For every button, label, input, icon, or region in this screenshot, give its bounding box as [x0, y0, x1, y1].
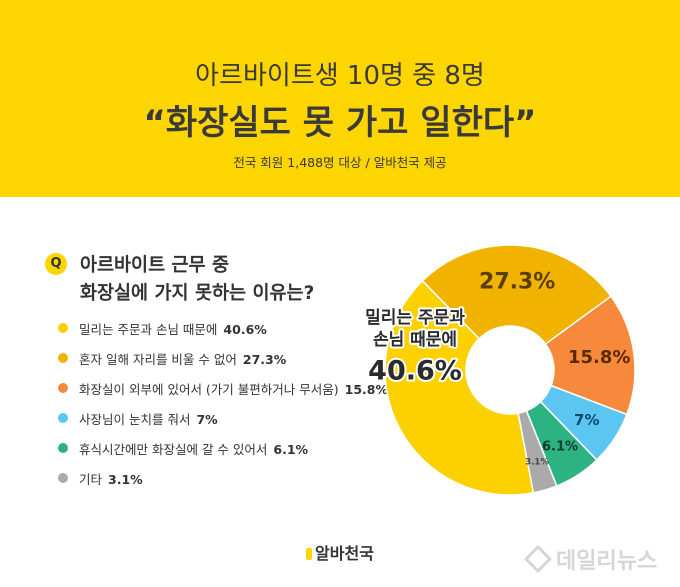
legend-category: 휴식시간에만 화장실에 갈 수 있어서: [79, 442, 268, 457]
legend-category: 혼자 일해 자리를 비울 수 없어: [79, 352, 237, 367]
legend-value: 15.8%: [344, 382, 388, 397]
legend-label: 밀리는 주문과 손님 때문에 40.6%: [79, 319, 267, 338]
legend-value: 3.1%: [108, 472, 143, 487]
legend-dot-icon: [58, 413, 68, 423]
header-title: “화장실도 못 가고 일한다”: [143, 103, 537, 143]
legend-label: 사장님이 눈치를 줘서 7%: [79, 409, 218, 428]
slice-value-label: 15.8%: [568, 347, 630, 368]
watermark-text: 데일리뉴스: [556, 549, 658, 574]
slice-value-label: 6.1%: [542, 440, 578, 455]
question-line-2: 화장실에 가지 못하는 이유는?: [80, 283, 315, 304]
legend-label: 기타 3.1%: [79, 469, 143, 488]
highlight-label-value: 40.6%: [368, 356, 462, 387]
pie-slice: [384, 279, 535, 496]
legend-value: 6.1%: [273, 442, 309, 457]
question-line-1: 아르바이트 근무 중: [80, 255, 230, 276]
pie-slice: [421, 244, 613, 346]
legend-label: 휴식시간에만 화장실에 갈 수 있어서 6.1%: [79, 439, 308, 458]
slice-value-label: 3.1%: [525, 458, 549, 468]
legend-label: 화장실이 외부에 있어서 (가기 불편하거나 무서움) 15.8%: [79, 379, 388, 398]
pie-slice: [517, 409, 558, 494]
legend-value: 40.6%: [223, 322, 267, 337]
legend-category: 밀리는 주문과 손님 때문에: [79, 322, 218, 337]
watermark-mark-icon: [523, 544, 553, 574]
legend-dot-icon: [58, 323, 68, 333]
legend-label: 혼자 일해 자리를 비울 수 없어 27.3%: [79, 349, 286, 368]
header-banner: 아르바이트생 10명 중 8명 “화장실도 못 가고 일한다” 전국 회원 1,…: [0, 0, 680, 197]
question-badge: Q: [45, 253, 67, 275]
brand-logo: 알바천국: [0, 540, 680, 564]
legend-category: 기타: [79, 472, 103, 487]
legend-dot-icon: [58, 383, 68, 393]
legend-category: 화장실이 외부에 있어서 (가기 불편하거나 무서움): [79, 382, 339, 397]
legend-dot-icon: [58, 353, 68, 363]
watermark: 데일리뉴스: [523, 543, 658, 575]
slice-value-label: 27.3%: [479, 269, 555, 294]
brand-logo-text: 알바천국: [315, 544, 374, 563]
logo-mark-icon: [306, 548, 313, 560]
slice-value-label: 7%: [574, 411, 599, 429]
legend-dot-icon: [58, 473, 68, 483]
highlight-label-line-1: 밀리는 주문과: [365, 307, 465, 328]
pie-slice: [544, 295, 636, 416]
legend-value: 7%: [196, 412, 218, 427]
highlight-label-line-2: 손님 때문에: [373, 330, 457, 350]
legend-category: 사장님이 눈치를 줘서: [79, 412, 191, 427]
header-subtitle: 아르바이트생 10명 중 8명: [195, 61, 485, 91]
legend-value: 27.3%: [242, 352, 287, 367]
legend-dot-icon: [58, 443, 68, 453]
survey-source: 전국 회원 1,488명 대상 / 알바천국 제공: [233, 155, 447, 170]
